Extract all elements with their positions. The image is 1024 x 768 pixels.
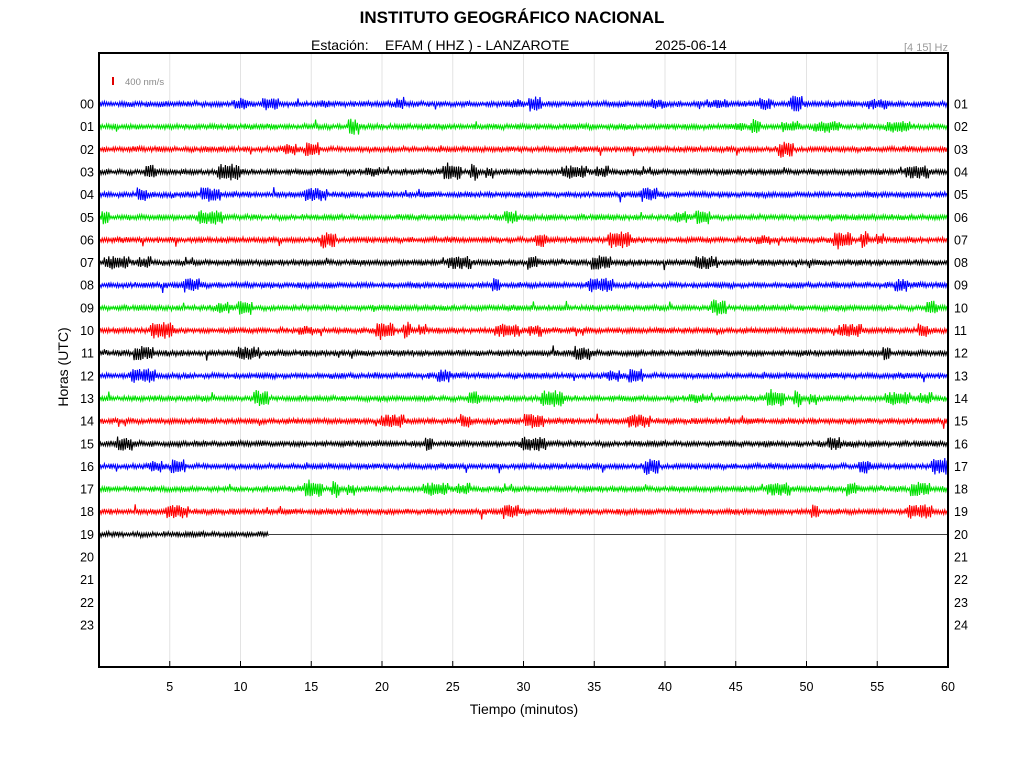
hour-label-right: 13 [954,369,968,383]
scale-label: 400 nm/s [125,77,164,88]
seismic-trace-hour-19 [99,529,269,540]
hour-label-left: 09 [80,301,94,315]
hour-label-left: 12 [80,369,94,383]
seismic-trace-hour-12 [99,368,948,383]
x-tick-label: 60 [941,680,955,694]
hour-label-left: 23 [80,618,94,632]
hour-label-left: 10 [80,324,94,338]
seismic-traces [99,95,948,540]
station-label: Estación: [311,37,369,53]
seismic-trace-hour-08 [99,277,948,293]
seismic-trace-hour-04 [99,187,948,203]
hour-label-right: 06 [954,211,968,225]
hour-label-right: 24 [954,618,968,632]
hour-label-right: 12 [954,347,968,361]
seismic-trace-hour-10 [99,321,948,341]
scale-bar [112,77,114,85]
hour-label-left: 20 [80,551,94,565]
hour-label-right: 22 [954,573,968,587]
hour-label-right: 01 [954,98,968,112]
hour-label-left: 00 [80,98,94,112]
hour-label-right: 21 [954,551,968,565]
seismic-trace-hour-16 [99,457,948,475]
x-tick-label: 35 [587,680,601,694]
hour-label-right: 10 [954,301,968,315]
hour-label-left: 07 [80,256,94,270]
hour-label-right: 19 [954,505,968,519]
page-title: INSTITUTO GEOGRÁFICO NACIONAL [359,8,665,27]
hour-label-right: 09 [954,279,968,293]
x-tick-label: 45 [729,680,743,694]
grid-lines [169,53,949,667]
hour-label-right: 16 [954,437,968,451]
hour-label-right: 05 [954,188,968,202]
hour-label-left: 05 [80,211,94,225]
x-tick-label: 5 [166,680,173,694]
hour-label-left: 19 [80,528,94,542]
hour-label-left: 15 [80,437,94,451]
hour-label-left: 21 [80,573,94,587]
hour-label-right: 18 [954,483,968,497]
hour-label-left: 01 [80,120,94,134]
hour-label-right: 14 [954,392,968,406]
hour-label-left: 18 [80,505,94,519]
seismic-trace-hour-14 [99,413,948,429]
x-tick-label: 25 [446,680,460,694]
hour-label-right: 15 [954,415,968,429]
hour-label-right: 23 [954,596,968,610]
hour-label-left: 06 [80,233,94,247]
seismic-trace-hour-03 [99,162,948,181]
scale-indicator: 400 nm/s [112,77,164,88]
x-tick-label: 40 [658,680,672,694]
hour-label-right: 02 [954,120,968,134]
seismic-trace-hour-01 [99,118,948,135]
x-tick-label: 10 [234,680,248,694]
hour-label-left: 17 [80,483,94,497]
seismic-trace-hour-07 [99,255,948,271]
hour-label-right: 11 [954,324,967,338]
hour-label-right: 08 [954,256,968,270]
seismic-trace-hour-15 [99,436,948,452]
hour-label-left: 16 [80,460,94,474]
seismic-trace-hour-18 [99,504,948,520]
hour-label-left: 02 [80,143,94,157]
hour-label-left: 11 [81,347,94,361]
seismic-trace-hour-09 [99,299,948,316]
hour-label-right: 07 [954,233,968,247]
hour-label-right: 04 [954,165,968,179]
seismic-trace-hour-05 [99,210,948,225]
hour-label-left: 04 [80,188,94,202]
hour-label-right: 03 [954,143,968,157]
hour-label-right: 20 [954,528,968,542]
seismic-trace-hour-13 [99,388,948,408]
hour-label-left: 08 [80,279,94,293]
seismic-trace-hour-11 [99,345,948,361]
seismic-trace-hour-00 [99,95,948,112]
seismic-trace-hour-06 [99,231,948,250]
station-name: EFAM ( HHZ ) - LANZAROTE [385,37,570,53]
hour-label-right: 17 [954,460,968,474]
x-tick-label: 15 [304,680,318,694]
seismic-trace-hour-02 [99,141,948,158]
x-tick-label: 20 [375,680,389,694]
plot-frame [98,52,949,668]
seismic-trace-hour-17 [99,479,948,498]
hour-label-left: 22 [80,596,94,610]
x-tick-label: 50 [800,680,814,694]
hour-label-left: 13 [80,392,94,406]
axis-labels: 5 10 15 20 25 30 35 40 45 50 55 60 00 01 01 02 02 03 03 04 0… [80,98,968,695]
hour-label-left: 14 [80,415,94,429]
x-tick-label: 30 [517,680,531,694]
x-tick-label: 55 [870,680,884,694]
date-label: 2025-06-14 [655,37,727,53]
x-axis-title: Tiempo (minutos) [470,701,578,717]
y-axis-title: Horas (UTC) [55,327,71,406]
hour-label-left: 03 [80,165,94,179]
frequency-band-label: [4 15] Hz [903,42,948,54]
